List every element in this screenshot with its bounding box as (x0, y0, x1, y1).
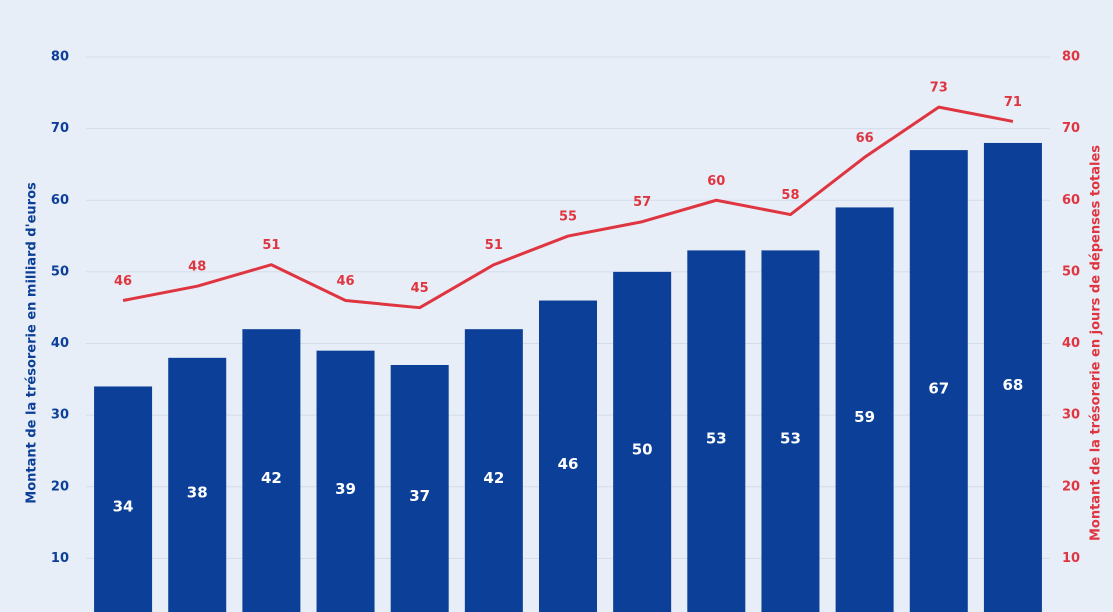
bar-value-label: 46 (558, 455, 579, 473)
bar-value-label: 39 (335, 480, 356, 498)
y-tick-label: 50 (51, 264, 69, 279)
bar (983, 142, 1042, 612)
line-value-label: 48 (188, 260, 206, 275)
bar-value-label: 42 (483, 469, 504, 487)
bar-value-label: 50 (632, 440, 653, 458)
y-tick-label: 30 (51, 408, 69, 423)
bar-value-label: 42 (261, 469, 282, 487)
line-value-label: 55 (559, 210, 577, 225)
y-tick-label: 10 (51, 551, 69, 566)
bar (242, 329, 301, 612)
bar (687, 250, 746, 612)
line-value-label: 51 (262, 238, 280, 253)
y-tick-label: 20 (51, 479, 69, 494)
line-value-label: 60 (707, 174, 725, 189)
y2-axis-title: Montant de la trésorerie en jours de dép… (1089, 145, 1104, 541)
y2-tick-label: 30 (1062, 408, 1080, 423)
y2-tick-label: 70 (1062, 121, 1080, 136)
y2-tick-label: 50 (1062, 264, 1080, 279)
line (122, 105, 1014, 310)
line-value-label: 46 (114, 274, 132, 289)
bar-value-label: 68 (1002, 376, 1023, 394)
bar (835, 207, 894, 612)
line-value-label: 46 (336, 274, 354, 289)
bar-value-label: 37 (409, 487, 430, 505)
bar (761, 250, 820, 612)
bar (316, 350, 375, 612)
line-value-label: 51 (485, 238, 503, 253)
bar (613, 271, 672, 612)
bar (464, 329, 523, 612)
y2-tick-label: 60 (1062, 193, 1080, 208)
bar-value-label: 38 (187, 483, 208, 501)
y2-tick-label: 20 (1062, 479, 1080, 494)
y2-tick-label: 80 (1062, 50, 1080, 65)
bar-value-label: 67 (928, 380, 949, 398)
y-tick-label: 70 (51, 121, 69, 136)
y-tick-label: 60 (51, 193, 69, 208)
line-value-label: 45 (411, 281, 429, 296)
bar (909, 150, 968, 612)
y-tick-label: 80 (51, 50, 69, 65)
y2-tick-label: 40 (1062, 336, 1080, 351)
line-value-label: 73 (930, 81, 948, 96)
line-value-label: 57 (633, 195, 651, 210)
line-value-label: 66 (856, 131, 874, 146)
bar (539, 300, 597, 612)
bar-value-label: 53 (780, 430, 801, 448)
bar-value-label: 59 (854, 408, 875, 426)
y-tick-label: 40 (51, 336, 69, 351)
bar (390, 364, 449, 612)
y-axis-title: Montant de la trésorerie en milliard d'e… (25, 182, 40, 504)
bar-value-label: 34 (113, 498, 134, 516)
line-value-label: 71 (1004, 95, 1022, 110)
line-value-label: 58 (781, 188, 799, 203)
bar (168, 357, 227, 612)
y2-tick-label: 10 (1062, 551, 1080, 566)
bar-value-label: 53 (706, 430, 727, 448)
bar (94, 386, 153, 612)
